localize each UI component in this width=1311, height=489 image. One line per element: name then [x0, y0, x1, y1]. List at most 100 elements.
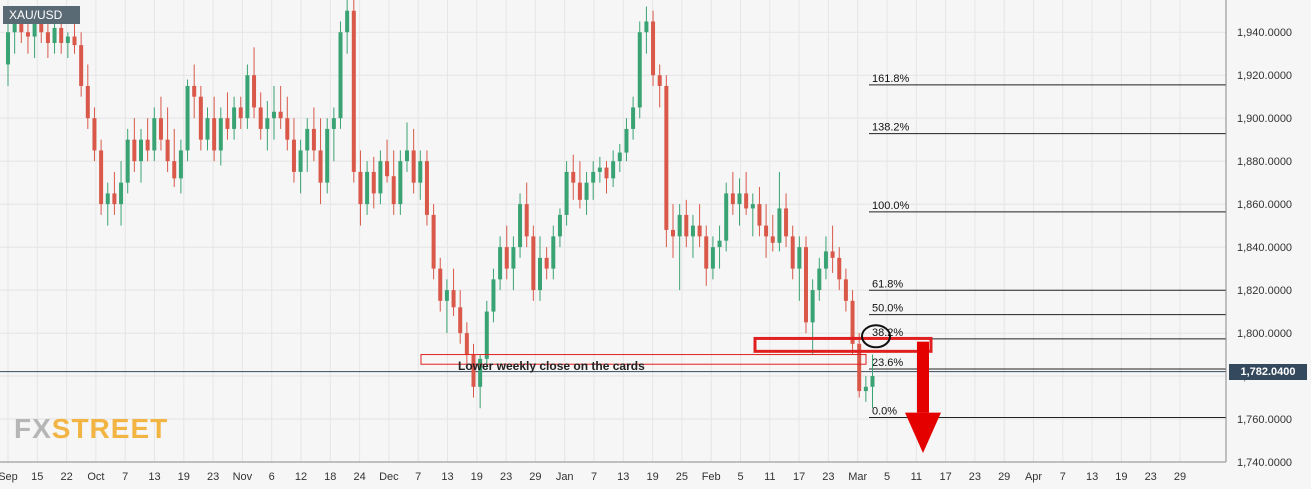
candle-body [777, 208, 782, 243]
candle-body [863, 386, 868, 392]
candle-body [424, 161, 429, 215]
candle-body [531, 236, 536, 291]
candle-body [478, 358, 483, 387]
candle-body [784, 208, 789, 237]
candle-body [252, 75, 257, 108]
candle-body [6, 32, 10, 65]
candle-body [524, 204, 529, 237]
candle-body [291, 139, 296, 172]
candle-body [225, 118, 230, 129]
candle-body [790, 236, 795, 269]
candle-body [105, 193, 110, 205]
candle-body [617, 152, 622, 162]
candle-body [185, 85, 190, 151]
candle-body [857, 343, 862, 392]
candle-body [810, 290, 815, 323]
candle-body [804, 247, 808, 323]
candle-body [657, 75, 662, 86]
fib-label: 50.0% [872, 303, 903, 315]
y-tick-label: 1,860.0000 [1237, 199, 1292, 211]
candle-body [132, 139, 137, 162]
candle-body [371, 171, 376, 194]
fxstreet-logo: FXSTREET [14, 413, 168, 445]
candle-body [119, 182, 124, 205]
fib-label: 100.0% [872, 200, 910, 212]
candle-body [92, 118, 97, 151]
candle-body [557, 214, 562, 237]
x-tick-label: 13 [617, 471, 629, 483]
chart-annotation: Lower weekly close on the cards [458, 359, 645, 373]
candle-body [391, 176, 396, 205]
candle-body [538, 257, 542, 291]
candle-body [518, 204, 523, 248]
x-tick-label: Oct [87, 471, 104, 483]
candle-body [232, 107, 237, 129]
x-tick-label: Jan [556, 471, 574, 483]
x-tick-label: 7 [1060, 471, 1066, 483]
candle-body [750, 204, 755, 209]
candle-body [837, 257, 842, 280]
candle-body [325, 128, 330, 183]
x-tick-label: 23 [500, 471, 512, 483]
down-arrow-shaft [917, 341, 929, 413]
candle-body [145, 139, 150, 151]
x-tick-label: 11 [764, 471, 775, 483]
candle-body [438, 268, 443, 301]
fib-label: 0.0% [872, 406, 897, 418]
candle-body [99, 150, 104, 205]
candle-body [345, 10, 350, 33]
x-tick-label: 23 [207, 471, 219, 483]
candle-body [843, 279, 848, 301]
y-tick-label: 1,900.0000 [1237, 113, 1292, 125]
x-tick-label: 19 [646, 471, 658, 483]
fib-label: 38.2% [872, 327, 903, 339]
candle-body [125, 139, 130, 183]
grid-lines [0, 0, 1226, 463]
axes: 1,740.00001,760.00001,780.00001,800.0000… [0, 0, 1292, 483]
candle-body [690, 225, 695, 237]
x-tick-label: 23 [822, 471, 834, 483]
y-tick-label: 1,800.0000 [1237, 328, 1292, 340]
candle-body [584, 182, 589, 200]
candle-body [25, 32, 30, 37]
x-tick-label: 17 [793, 471, 805, 483]
candle-body [152, 118, 157, 151]
candle-body [870, 376, 875, 387]
candle-body [710, 247, 715, 269]
candle-body [272, 111, 276, 119]
y-tick-label: 1,880.0000 [1237, 156, 1292, 168]
candle-body [12, 21, 17, 33]
candle-body [285, 118, 290, 140]
y-tick-label: 1,840.0000 [1237, 242, 1292, 254]
candle-body [724, 193, 729, 241]
candle-body [571, 171, 576, 183]
candle-body [418, 161, 423, 183]
candle-body [165, 139, 170, 162]
candle-body [544, 257, 549, 269]
y-tick-label: 1,920.0000 [1237, 70, 1292, 82]
x-tick-label: Sep [0, 471, 18, 483]
x-tick-label: Dec [379, 471, 399, 483]
candle-body [72, 36, 77, 46]
candle-body [52, 27, 57, 43]
candle-body [205, 118, 210, 140]
x-tick-label: 15 [31, 471, 43, 483]
candle-body [704, 236, 709, 269]
candle-body [697, 225, 702, 237]
candle-body [212, 118, 217, 151]
candle-body [597, 167, 602, 172]
candle-body [198, 96, 203, 140]
candle-body [358, 171, 363, 205]
x-tick-label: 19 [178, 471, 190, 483]
candles [6, 0, 875, 409]
candle-body [385, 161, 390, 177]
candle-body [757, 204, 762, 226]
y-tick-label: 1,940.0000 [1237, 27, 1292, 39]
current-price-label: 1,782.0400 [1229, 363, 1307, 380]
x-tick-label: 23 [969, 471, 981, 483]
x-tick-label: 11 [911, 471, 922, 483]
candle-body [604, 167, 609, 179]
candle-body [504, 247, 509, 269]
candle-body [850, 300, 855, 344]
